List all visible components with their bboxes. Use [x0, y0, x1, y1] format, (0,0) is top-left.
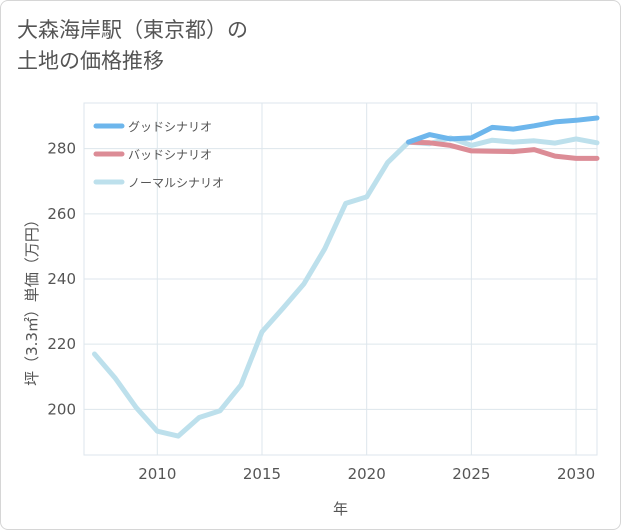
- x-tick-label: 2010: [138, 465, 176, 483]
- x-axis-label: 年: [333, 500, 348, 518]
- legend-label: グッドシナリオ: [128, 120, 212, 134]
- y-tick-label: 280: [47, 140, 76, 158]
- y-tick-label: 200: [47, 400, 76, 418]
- series-line-1: [406, 139, 600, 161]
- legend-label: ノーマルシナリオ: [128, 176, 224, 190]
- chart-title: 大森海岸駅（東京都）の 土地の価格推移: [17, 15, 437, 77]
- legend-label: バッドシナリオ: [128, 148, 212, 162]
- y-tick-label: 260: [47, 205, 76, 223]
- x-tick-label: 2030: [557, 465, 595, 483]
- y-tick-label: 240: [47, 270, 76, 288]
- series-line-0: [406, 115, 600, 145]
- x-tick-label: 2025: [452, 465, 490, 483]
- tick-labels: 200 220 240 260 280 2010 2015 2020 2025 2030: [47, 140, 595, 483]
- y-tick-label: 220: [47, 335, 76, 353]
- series-lines: [92, 115, 600, 439]
- series-line-2: [92, 135, 600, 439]
- plot-frame: [83, 102, 598, 456]
- chart-title-line-2: 土地の価格推移: [17, 49, 164, 73]
- x-tick-label: 2020: [348, 465, 386, 483]
- chart-title-line-1: 大森海岸駅（東京都）の: [17, 18, 248, 42]
- y-axis-label: 坪（3.3㎡）単価（万円）: [23, 212, 41, 386]
- x-tick-label: 2015: [243, 465, 281, 483]
